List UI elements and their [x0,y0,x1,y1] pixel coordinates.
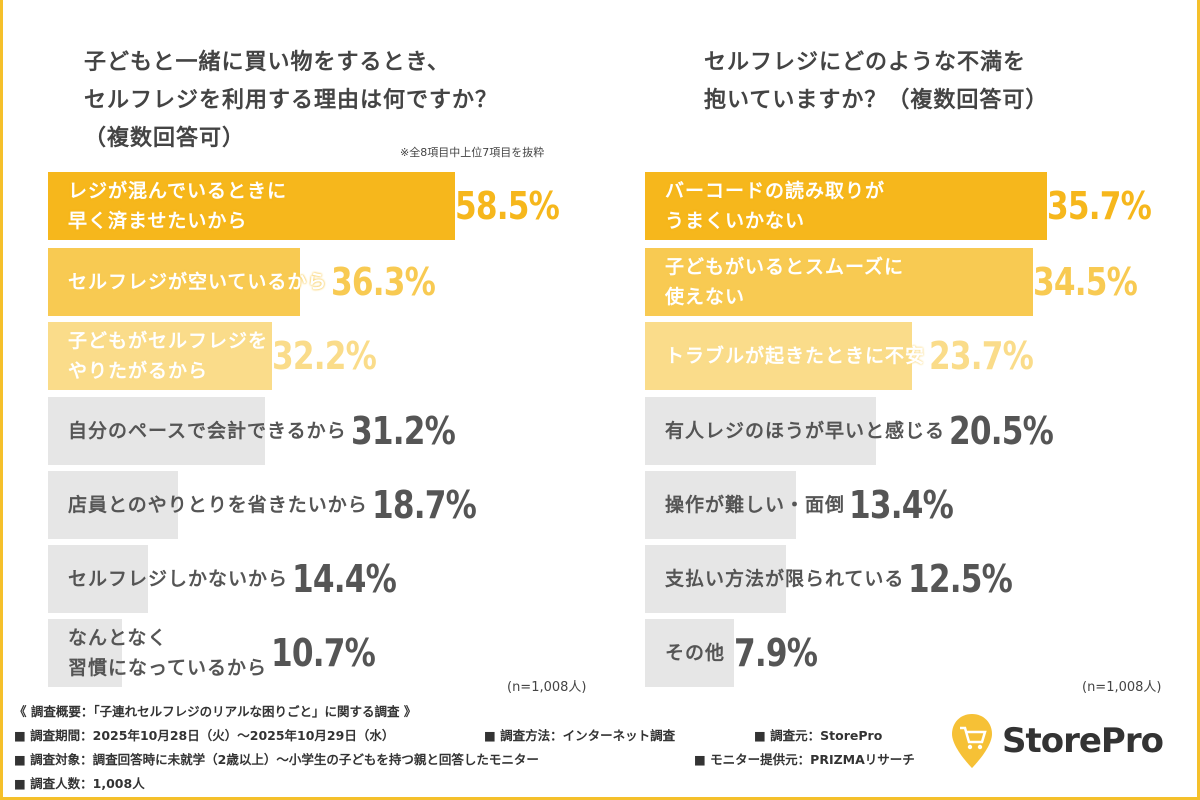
bar [645,172,1047,240]
bar-value-label: 32.2% [272,334,377,378]
bar-label: トラブルが起きたときに不安 [665,345,926,367]
bar-content: トラブルが起きたときに不安 23.7% [665,322,1056,390]
bar-content: その他 7.9% [665,619,835,687]
bar-row: 支払い方法が限られている 12.5% [645,545,1185,613]
bar [48,545,149,613]
bar-row: トラブルが起きたときに不安 23.7% [645,322,1185,390]
bar-row: 子どもがセルフレジを やりたがるから 32.2% [48,322,588,390]
footer-target: ■ 調査対象：調査回答時に未就学（2歳以上）～小学生の子どもを持つ親と回答したモ… [14,752,539,767]
bar-content: バーコードの読み取りが うまくいかない 35.7% [665,172,1173,240]
bar-value-label: 20.5% [949,409,1054,453]
bar [48,248,301,316]
bar-label: セルフレジしかないから [68,568,289,590]
cart-pin-icon [952,714,992,768]
bar [48,471,178,539]
bar-value-label: 7.9% [733,631,818,675]
bar-value-label: 14.4% [292,557,397,601]
bar-row: レジが混んでいるときに 早く済ませたいから 58.5% [48,172,588,240]
bar-value-label: 18.7% [371,483,477,527]
bar-row: バーコードの読み取りが うまくいかない 35.7% [645,172,1185,240]
storepro-logo: StorePro [950,712,1164,770]
bar-row: 操作が難しい・面倒 13.4% [645,471,1185,539]
survey-footer: 《 調査概要：「子連れセルフレジのリアルな困りごと」に関する調査 》 ■ 調査期… [14,700,934,796]
bar-row: 店員とのやりとりを省きたいから 18.7% [48,471,588,539]
footer-method: ■ 調査方法：インターネット調査 [484,728,676,743]
footer-provider: ■ モニター提供元：PRIZMAリサーチ [694,752,915,767]
bar-row: その他 7.9% [645,619,1185,687]
right-sample-size: (n=1,008人) [1082,680,1162,695]
bar-label: 店員とのやりとりを省きたいから [68,494,368,516]
bar [645,545,786,613]
bar-value-label: 58.5% [454,184,560,228]
left-chart-note: ※全8項目中上位7項目を抜粋 [400,146,545,159]
bar-label: レジが混んでいるときに 早く済ませたいから [68,180,288,232]
left-sample-size: (n=1,008人) [507,680,587,695]
bar-content: セルフレジしかないから 14.4% [68,545,419,613]
bar-value-label: 13.4% [849,483,954,527]
bar [48,322,272,390]
logo-text: StorePro [1002,721,1164,761]
bar [645,397,876,465]
bar-content: 子どもがセルフレジを やりたがるから 32.2% [68,322,399,390]
left-chart-title: 子どもと一緒に買い物をするとき、 セルフレジを利用する理由は何ですか？ （複数回… [84,50,499,151]
bar-label: 子どもがいるとスムーズに 使えない [665,256,905,308]
bar-value-label: 10.7% [271,631,376,675]
bar-content: 自分のペースで会計できるから 31.2% [68,397,478,465]
bar-value-label: 36.3% [331,260,436,304]
footer-heading: 《 調査概要：「子連れセルフレジのリアルな困りごと」に関する調査 》 [14,704,417,719]
bar-content: なんとなく 習慣になっているから 10.7% [68,619,398,687]
bar-row: 有人レジのほうが早いと感じる 20.5% [645,397,1185,465]
bar-row: なんとなく 習慣になっているから 10.7% [48,619,588,687]
bar [48,397,265,465]
bar-label: セルフレジが空いているから [68,271,328,293]
footer-period: ■ 調査期間：2025年10月28日（火）～2025年10月29日（水） [14,728,395,743]
bar-content: レジが混んでいるときに 早く済ませたいから 58.5% [68,172,581,240]
right-chart-title: セルフレジにどのような不満を 抱いていますか？（複数回答可） [704,50,1049,113]
bar-content: セルフレジが空いているから 36.3% [68,248,458,316]
bar-content: 操作が難しい・面倒 13.4% [665,471,976,539]
bar-content: 有人レジのほうが早いと感じる 20.5% [665,397,1076,465]
bar-value-label: 12.5% [908,557,1013,601]
bar-label: 操作が難しい・面倒 [665,494,846,516]
bar-row: セルフレジが空いているから 36.3% [48,248,588,316]
bar-row: 自分のペースで会計できるから 31.2% [48,397,588,465]
bar-label: 子どもがセルフレジを やりたがるから [68,330,269,382]
bar-label: 支払い方法が限られている [665,568,905,590]
bar-content: 店員とのやりとりを省きたいから 18.7% [68,471,499,539]
bar-row: 子どもがいるとスムーズに 使えない 34.5% [645,248,1185,316]
bar [645,471,796,539]
bar-value-label: 31.2% [350,409,456,453]
bar-content: 支払い方法が限られている 12.5% [665,545,1035,613]
bar [48,172,455,240]
bar-value-label: 23.7% [929,334,1034,378]
bar-row: セルフレジしかないから 14.4% [48,545,588,613]
bar-value-label: 35.7% [1046,184,1152,228]
bar-label: バーコードの読み取りが うまくいかない [665,180,886,232]
footer-count: ■ 調査人数：1,008人 [14,776,145,791]
bar-content: 子どもがいるとスムーズに 使えない 34.5% [665,248,1160,316]
bar-label: なんとなく 習慣になっているから [68,627,268,679]
bar [48,619,123,687]
bar-label: 有人レジのほうが早いと感じる [665,420,946,442]
bar-value-label: 34.5% [1033,260,1138,304]
bar [645,248,1034,316]
bar [645,322,912,390]
bar-label: その他 [665,642,726,664]
footer-source: ■ 調査元：StorePro [754,728,883,743]
bar [645,619,734,687]
bar-label: 自分のペースで会計できるから [68,420,347,442]
